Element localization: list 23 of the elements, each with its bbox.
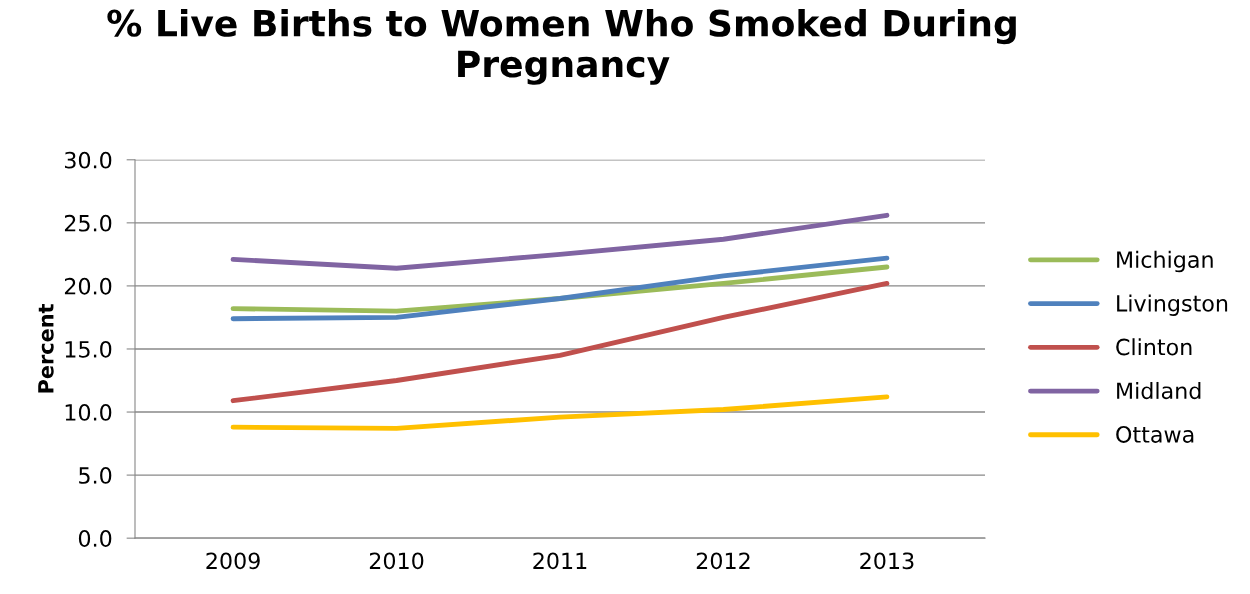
x-tick-label: 2009 <box>206 552 260 570</box>
y-tick-label: 15.0 <box>65 340 112 358</box>
y-tick-label: 25.0 <box>64 214 112 232</box>
x-tick-label: 2012 <box>696 552 750 570</box>
line-series <box>230 212 890 271</box>
x-tick-label: 2013 <box>860 552 914 570</box>
y-tick-label: 10.0 <box>65 403 112 421</box>
x-tick-label: 2010 <box>369 552 424 570</box>
line-series <box>230 394 890 431</box>
y-tick-label: 5.0 <box>79 467 112 484</box>
chart-title: % Live Births to Women Who Smoked During Pregnancy <box>107 8 1016 85</box>
legend-label: Midland <box>1117 381 1201 400</box>
line-series <box>230 280 890 404</box>
y-tick-label: 0.0 <box>78 530 112 547</box>
legend-label: Ottawa <box>1116 426 1194 443</box>
y-tick-label: 20.0 <box>64 277 112 295</box>
line-series <box>230 255 890 322</box>
legend-label: Clinton <box>1116 338 1192 356</box>
legend-label: Michigan <box>1117 250 1213 273</box>
x-tick-label: 2011 <box>533 552 587 570</box>
y-axis-title: Percent <box>38 303 54 393</box>
legend-label: Livingston <box>1117 294 1228 316</box>
y-tick-label: 30.0 <box>64 151 112 169</box>
